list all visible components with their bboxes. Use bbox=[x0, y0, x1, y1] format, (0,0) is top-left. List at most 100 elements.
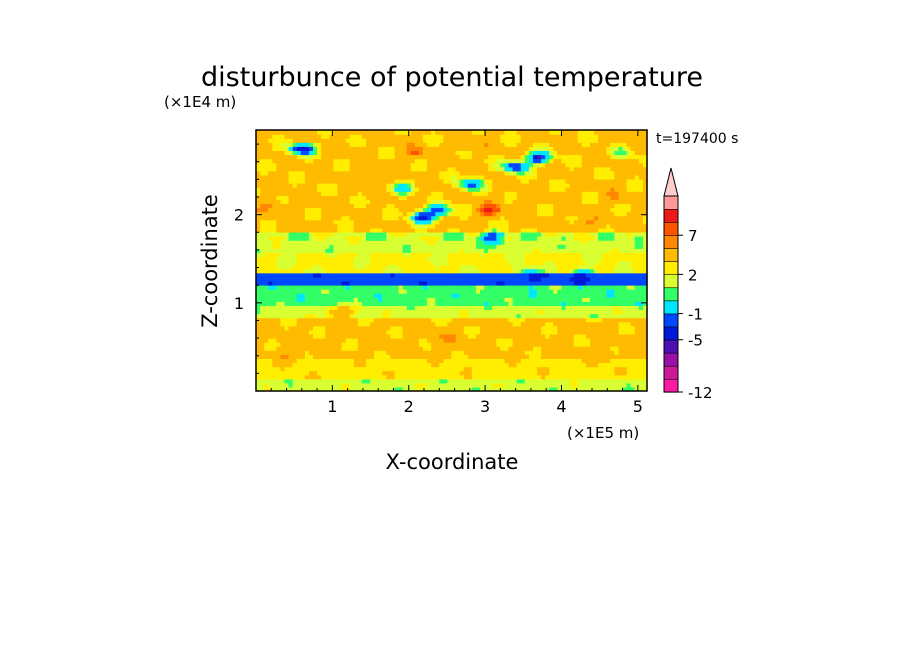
heatmap-cell bbox=[573, 366, 579, 372]
heatmap-cell bbox=[553, 289, 558, 294]
heatmap-cell bbox=[606, 272, 611, 278]
heatmap-cell bbox=[280, 207, 286, 213]
heatmap-cell bbox=[341, 195, 347, 200]
heatmap-cell bbox=[561, 378, 567, 384]
heatmap-cell bbox=[284, 374, 290, 380]
heatmap-cell bbox=[569, 240, 575, 245]
heatmap-cell bbox=[353, 191, 359, 196]
heatmap-cell bbox=[549, 280, 554, 286]
heatmap-cell bbox=[296, 325, 302, 331]
heatmap-cell bbox=[455, 183, 461, 188]
heatmap-cell bbox=[512, 252, 518, 258]
heatmap-cell bbox=[439, 358, 444, 364]
heatmap-cell bbox=[642, 350, 648, 355]
heatmap-cell bbox=[414, 219, 420, 225]
heatmap-cell bbox=[288, 199, 294, 205]
heatmap-cell bbox=[288, 346, 294, 351]
heatmap-cell bbox=[304, 195, 310, 200]
heatmap-cell bbox=[260, 272, 265, 278]
heatmap-cell bbox=[288, 272, 294, 278]
heatmap-cell bbox=[256, 333, 261, 339]
heatmap-cell bbox=[569, 362, 575, 368]
heatmap-cell bbox=[280, 223, 286, 229]
heatmap-cell bbox=[471, 183, 477, 188]
heatmap-cell bbox=[524, 244, 530, 249]
heatmap-cell bbox=[545, 248, 550, 253]
heatmap-cell bbox=[365, 264, 371, 270]
heatmap-cell bbox=[308, 248, 314, 253]
heatmap-cell bbox=[394, 223, 400, 229]
heatmap-cell bbox=[300, 333, 306, 339]
heatmap-cell bbox=[365, 248, 371, 253]
heatmap-cell bbox=[471, 268, 477, 274]
heatmap-cell bbox=[304, 342, 310, 347]
heatmap-cell bbox=[618, 321, 624, 327]
heatmap-cell bbox=[594, 219, 599, 225]
heatmap-cell bbox=[614, 248, 620, 253]
heatmap-cell bbox=[488, 382, 493, 388]
heatmap-cell bbox=[598, 350, 603, 355]
heatmap-cell bbox=[581, 207, 587, 213]
heatmap-cell bbox=[268, 268, 273, 274]
heatmap-cell bbox=[622, 211, 628, 217]
heatmap-cell bbox=[300, 178, 306, 184]
heatmap-cell bbox=[280, 211, 286, 217]
heatmap-cell bbox=[345, 211, 351, 217]
heatmap-cell bbox=[488, 329, 493, 335]
heatmap-cell bbox=[598, 354, 603, 359]
heatmap-cell bbox=[288, 378, 294, 384]
heatmap-cell bbox=[308, 178, 314, 184]
heatmap-cell bbox=[541, 256, 546, 262]
heatmap-cell bbox=[459, 211, 465, 217]
heatmap-cell bbox=[337, 215, 343, 221]
heatmap-cell bbox=[471, 284, 477, 290]
heatmap-cell bbox=[537, 321, 542, 327]
heatmap-cell bbox=[272, 260, 277, 266]
heatmap-cell bbox=[471, 215, 477, 221]
heatmap-cell bbox=[561, 207, 567, 213]
heatmap-cell bbox=[642, 362, 648, 368]
heatmap-cell bbox=[431, 203, 436, 209]
heatmap-cell bbox=[463, 240, 469, 245]
heatmap-cell bbox=[402, 358, 408, 364]
heatmap-cell bbox=[537, 276, 542, 282]
heatmap-cell bbox=[561, 382, 567, 388]
heatmap-cell bbox=[308, 350, 314, 355]
heatmap-cell bbox=[276, 350, 282, 355]
heatmap-cell bbox=[642, 248, 648, 253]
heatmap-cell bbox=[471, 354, 477, 359]
heatmap-cell bbox=[516, 313, 522, 319]
heatmap-cell bbox=[532, 223, 538, 229]
heatmap-cell bbox=[577, 293, 583, 298]
heatmap-cell bbox=[370, 325, 375, 331]
heatmap-cell bbox=[594, 354, 599, 359]
heatmap-cell bbox=[325, 337, 330, 343]
plot-area: 1 2 3 4 512 bbox=[234, 129, 648, 416]
heatmap-cell bbox=[524, 342, 530, 347]
heatmap-cell bbox=[496, 382, 501, 388]
heatmap-cell bbox=[459, 219, 465, 225]
heatmap-cell bbox=[317, 362, 322, 368]
heatmap-cell bbox=[541, 289, 546, 294]
heatmap-cell bbox=[626, 333, 632, 339]
heatmap-cell bbox=[569, 305, 575, 311]
heatmap-cell bbox=[439, 378, 444, 384]
heatmap-cell bbox=[308, 329, 314, 335]
heatmap-cell bbox=[272, 305, 277, 311]
heatmap-cell bbox=[410, 227, 416, 233]
heatmap-cell bbox=[447, 358, 453, 364]
heatmap-cell bbox=[325, 227, 330, 233]
heatmap-cell bbox=[349, 382, 355, 388]
heatmap-cell bbox=[528, 215, 534, 221]
heatmap-cell bbox=[451, 276, 457, 282]
heatmap-cell bbox=[614, 362, 620, 368]
heatmap-cell bbox=[439, 366, 444, 372]
heatmap-cell bbox=[357, 199, 363, 205]
heatmap-cell bbox=[406, 260, 412, 266]
heatmap-cell bbox=[325, 211, 330, 217]
heatmap-cell bbox=[390, 350, 396, 355]
heatmap-cell bbox=[410, 187, 416, 192]
heatmap-cell bbox=[573, 284, 579, 290]
heatmap-cell bbox=[480, 297, 485, 302]
heatmap-cell bbox=[268, 183, 273, 188]
